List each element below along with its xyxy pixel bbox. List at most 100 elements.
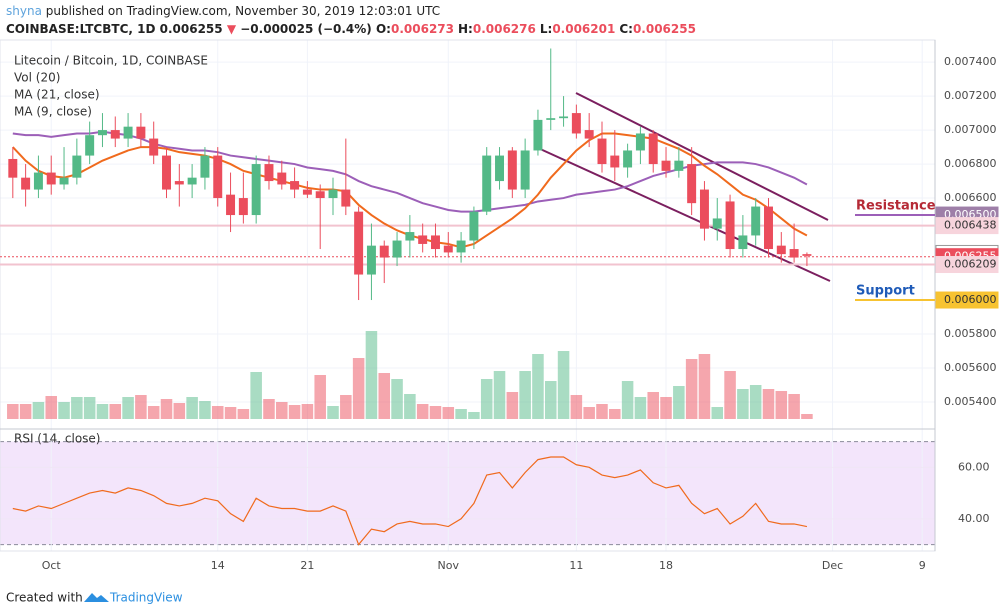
- x-tick-label: 18: [659, 559, 673, 572]
- ohlc-key: O:: [375, 22, 391, 36]
- volume-bar: [224, 407, 237, 419]
- candle-body: [72, 155, 82, 178]
- candle-body: [751, 206, 761, 236]
- candle-body: [712, 218, 722, 229]
- x-tick-label: 9: [919, 559, 926, 572]
- candle-body: [85, 135, 95, 156]
- volume-bar: [737, 389, 749, 419]
- candle-body: [559, 116, 569, 119]
- author: shyna: [6, 4, 42, 18]
- logo: [84, 593, 109, 602]
- change: −0.000025 (−0.4%): [240, 22, 372, 36]
- annotation: Resistance: [856, 199, 936, 214]
- ohlc-value: 0.006276: [472, 22, 536, 36]
- ohlc-key: C:: [619, 22, 633, 36]
- y-tick-label: 0.005400: [944, 395, 997, 408]
- ohlc-value: 0.006273: [390, 22, 454, 36]
- rsi-tick-label: 60.00: [958, 460, 990, 473]
- price-label: 0.006000: [944, 293, 997, 306]
- volume-bar: [211, 406, 224, 419]
- candle-body: [290, 181, 300, 190]
- y-tick-label: 0.007400: [944, 55, 997, 68]
- volume-bar: [45, 396, 57, 419]
- published: published on TradingView.com, November 3…: [45, 4, 441, 18]
- y-tick-label: 0.005600: [944, 361, 997, 374]
- candle-body: [507, 150, 517, 190]
- volume-bar: [801, 414, 813, 419]
- candle-body: [187, 177, 197, 185]
- volume-bar: [301, 404, 314, 419]
- candle-body: [123, 126, 133, 139]
- candle-body: [571, 113, 581, 134]
- volume-bar: [532, 354, 544, 419]
- arrow: ▼: [226, 22, 237, 36]
- volume-bar: [352, 358, 365, 419]
- candle-body: [635, 133, 645, 151]
- candle-body: [520, 150, 530, 190]
- candle-body: [764, 206, 773, 250]
- volume-bar: [583, 407, 595, 419]
- candle-body: [46, 172, 56, 185]
- candle-body: [328, 189, 338, 199]
- rsi-legend: RSI (14, close): [14, 432, 100, 446]
- volume-bar: [378, 373, 391, 419]
- candle-body: [405, 232, 415, 241]
- volume-bar: [634, 397, 647, 419]
- price-label: 0.006438: [944, 219, 997, 232]
- candle-body: [699, 189, 709, 229]
- candle-body: [251, 164, 261, 216]
- legend-ma21: MA (21, close): [14, 88, 100, 102]
- candle-body: [584, 130, 594, 139]
- volume-bar: [135, 395, 147, 419]
- candle-body: [597, 138, 607, 165]
- candle-body: [456, 240, 466, 253]
- candle-body: [264, 164, 274, 182]
- candle-body: [469, 211, 479, 241]
- x-tick-label: 14: [211, 559, 225, 572]
- volume-bar: [32, 402, 45, 419]
- volume-bar: [263, 399, 275, 419]
- candle-body: [315, 191, 325, 199]
- candle-body: [341, 189, 351, 207]
- candle-body: [8, 158, 18, 178]
- volume-bar: [442, 407, 455, 419]
- candle-body: [379, 245, 389, 258]
- legend-ma9: MA (9, close): [14, 105, 92, 119]
- volume-bar: [96, 404, 109, 419]
- channel-upper: [575, 92, 829, 221]
- volume-bar: [775, 391, 788, 419]
- candle-body: [59, 177, 69, 185]
- candle-body: [776, 245, 786, 255]
- x-tick-label: Dec: [822, 559, 843, 572]
- annotation: Support: [856, 284, 915, 299]
- candle-body: [162, 155, 171, 190]
- volume-bar: [609, 409, 621, 419]
- volume-bar: [365, 331, 378, 419]
- volume-bar: [58, 402, 70, 419]
- x-tick-label: Oct: [42, 559, 62, 572]
- volume-bar: [596, 404, 608, 419]
- volume-bar: [314, 375, 326, 419]
- candle-body: [482, 155, 492, 212]
- volume-bar: [340, 395, 352, 419]
- y-tick-label: 0.006800: [944, 157, 997, 170]
- volume-bar: [455, 409, 467, 419]
- candle-body: [802, 254, 812, 256]
- candle-body: [302, 189, 312, 195]
- candle-body: [392, 240, 402, 258]
- candle-body: [533, 119, 543, 151]
- volume-bar: [160, 399, 173, 419]
- publish-line: shyna published on TradingView.com, Nove…: [6, 4, 440, 18]
- candle-body: [546, 118, 556, 120]
- price-label-box: [935, 217, 999, 235]
- candle-body: [238, 198, 248, 216]
- volume-bar: [480, 379, 493, 419]
- candle-body: [623, 150, 633, 168]
- volume-bar: [506, 392, 519, 419]
- candle-body: [174, 181, 184, 185]
- volume-bar: [391, 379, 403, 419]
- candle-body: [648, 133, 658, 165]
- volume-bar: [404, 394, 416, 419]
- volume-bar: [762, 389, 775, 419]
